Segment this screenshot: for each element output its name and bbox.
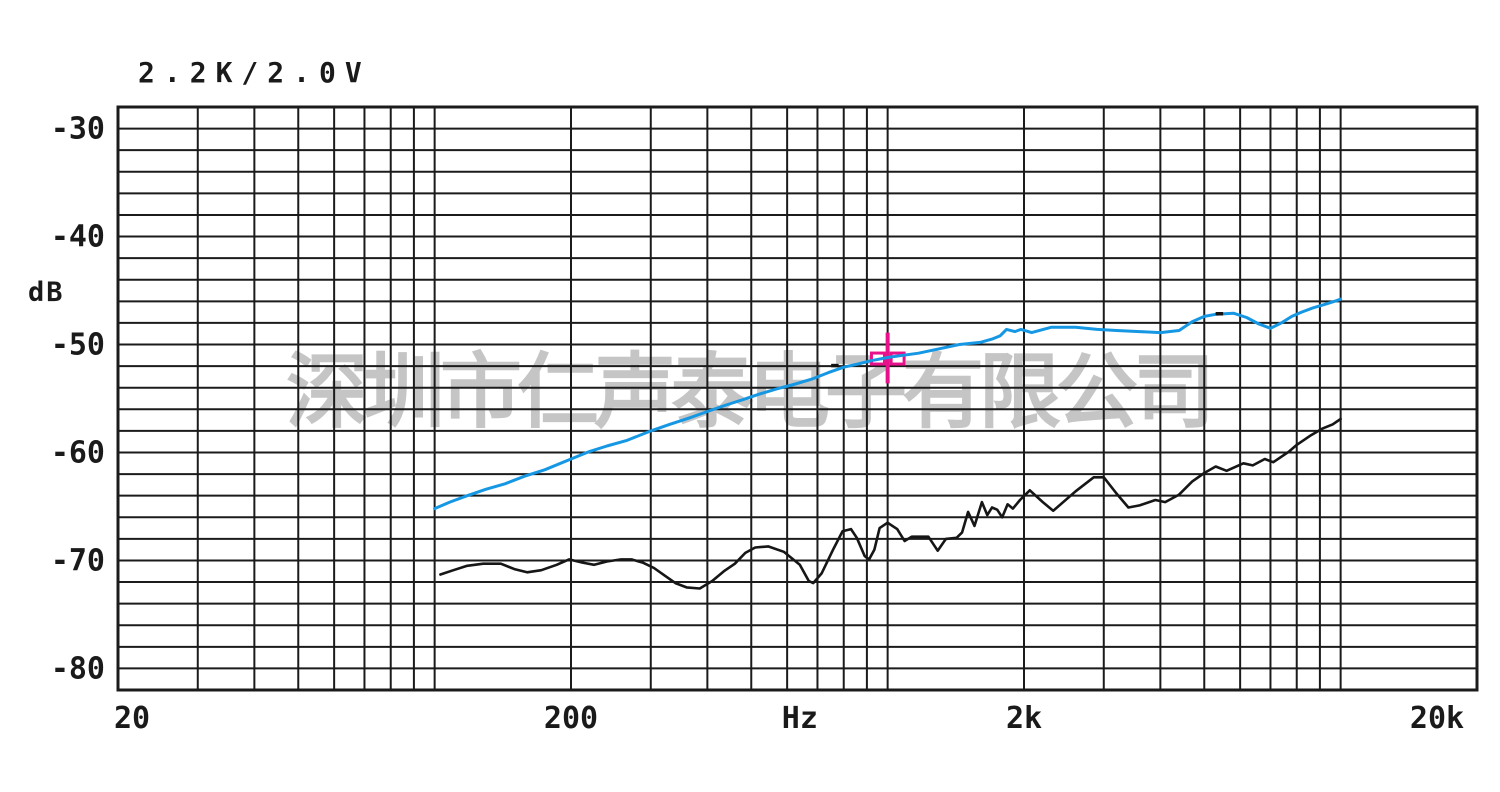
- x-tick-label: 20k: [1410, 701, 1464, 736]
- y-tick-label: -70: [51, 543, 105, 578]
- y-tick-label: -40: [51, 220, 105, 255]
- y-tick-label: -60: [51, 435, 105, 470]
- x-axis-labels: 20 200 Hz 2k 20k: [114, 701, 1464, 736]
- y-tick-label: -30: [51, 112, 105, 147]
- x-tick-label: Hz: [782, 701, 818, 736]
- grid: [118, 107, 1477, 690]
- x-tick-label: 2k: [1006, 701, 1042, 736]
- y-tick-label: -50: [51, 328, 105, 363]
- x-tick-label: 200: [544, 701, 598, 736]
- frequency-response: [433, 297, 1343, 511]
- y-axis-labels: -30 -40 -50 -60 -70 -80: [51, 112, 105, 687]
- y-axis-unit-label: dB: [28, 277, 65, 308]
- test-condition-label: 2.2K/2.0V: [138, 56, 371, 89]
- plot-border: [116, 105, 1479, 692]
- cursor-marker-right: [889, 351, 906, 366]
- distortion-curve: [439, 417, 1342, 590]
- x-tick-label: 20: [114, 701, 150, 736]
- y-tick-label: -80: [51, 651, 105, 686]
